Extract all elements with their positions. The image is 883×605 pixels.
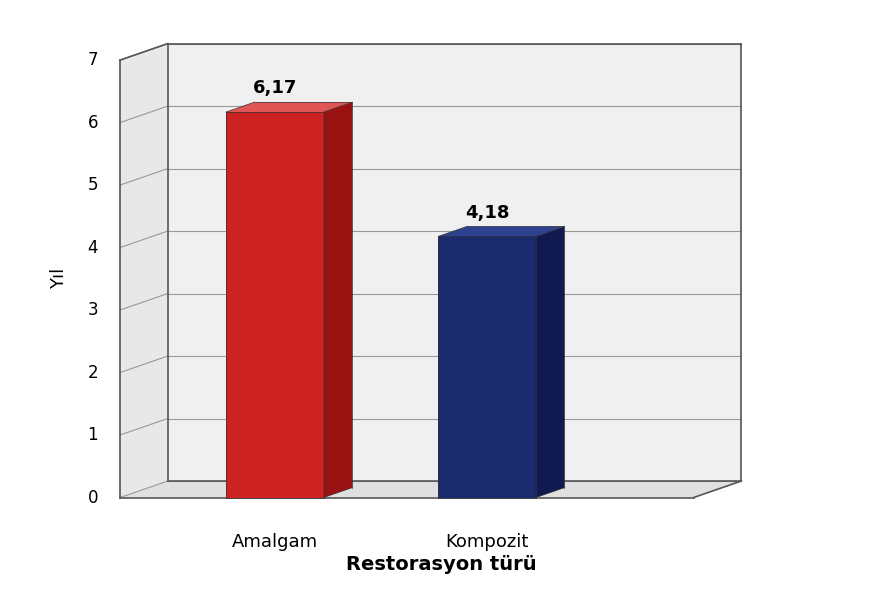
Polygon shape bbox=[226, 102, 352, 112]
Text: Amalgam: Amalgam bbox=[231, 533, 318, 551]
Text: 5: 5 bbox=[87, 176, 98, 194]
Text: 3: 3 bbox=[87, 301, 98, 319]
Text: Kompozit: Kompozit bbox=[445, 533, 529, 551]
Text: 4,18: 4,18 bbox=[464, 204, 509, 221]
Polygon shape bbox=[323, 102, 352, 497]
Text: Restorasyon türü: Restorasyon türü bbox=[346, 555, 537, 574]
Polygon shape bbox=[120, 44, 168, 497]
Text: 2: 2 bbox=[87, 364, 98, 382]
Polygon shape bbox=[438, 226, 564, 237]
Polygon shape bbox=[226, 112, 323, 497]
Polygon shape bbox=[536, 226, 564, 497]
Polygon shape bbox=[168, 44, 742, 481]
Text: 6,17: 6,17 bbox=[253, 79, 297, 97]
Polygon shape bbox=[120, 481, 742, 497]
Text: 4: 4 bbox=[87, 238, 98, 257]
Polygon shape bbox=[438, 237, 536, 497]
Text: 0: 0 bbox=[87, 489, 98, 506]
Text: 1: 1 bbox=[87, 426, 98, 444]
Text: 7: 7 bbox=[87, 51, 98, 69]
Text: Yıl: Yıl bbox=[50, 268, 68, 289]
Text: 6: 6 bbox=[87, 114, 98, 132]
